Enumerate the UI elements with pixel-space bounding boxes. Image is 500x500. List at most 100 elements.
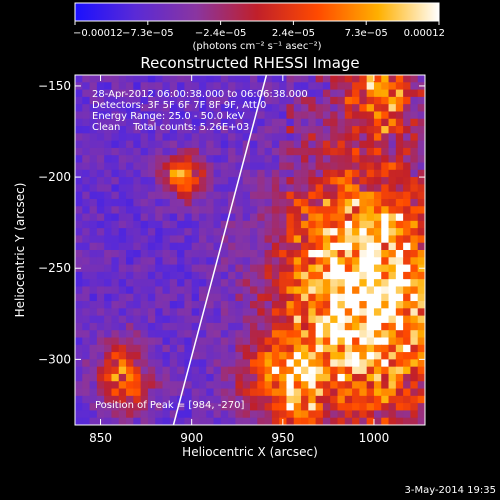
heatmap-cell bbox=[104, 162, 112, 171]
heatmap-cell bbox=[359, 184, 368, 193]
heatmap-cell bbox=[82, 301, 91, 309]
heatmap-cell bbox=[322, 162, 331, 171]
heatmap-cell bbox=[373, 330, 382, 338]
heatmap-cell bbox=[198, 330, 207, 338]
heatmap-cell bbox=[293, 352, 302, 360]
heatmap-cell bbox=[155, 330, 163, 338]
heatmap-cell bbox=[235, 264, 244, 273]
heatmap-cell bbox=[220, 388, 229, 397]
heatmap-cell bbox=[228, 417, 236, 425]
heatmap-cell bbox=[395, 133, 404, 142]
heatmap-cell bbox=[381, 366, 390, 375]
heatmap-cell bbox=[140, 162, 149, 171]
heatmap-cell bbox=[271, 264, 280, 273]
heatmap-cell bbox=[169, 96, 178, 105]
heatmap-cell bbox=[257, 315, 266, 324]
heatmap-cell bbox=[140, 417, 149, 425]
heatmap-cell bbox=[279, 264, 287, 273]
heatmap-cell bbox=[118, 140, 127, 149]
heatmap-cell bbox=[177, 118, 185, 127]
heatmap-cell bbox=[198, 89, 207, 98]
heatmap-cell bbox=[388, 315, 397, 324]
heatmap-cell bbox=[410, 118, 419, 127]
heatmap-cell bbox=[213, 403, 222, 411]
heatmap-cell bbox=[133, 308, 142, 317]
heatmap-cell bbox=[315, 315, 324, 324]
heatmap-cell bbox=[359, 220, 368, 229]
heatmap-cell bbox=[417, 104, 425, 112]
heatmap-cell bbox=[162, 286, 171, 295]
heatmap-cell bbox=[162, 228, 171, 236]
heatmap-cell bbox=[242, 308, 251, 317]
heatmap-cell bbox=[198, 301, 207, 309]
heatmap-cell bbox=[330, 177, 338, 185]
heatmap-cell bbox=[344, 410, 353, 419]
heatmap-cell bbox=[206, 373, 215, 382]
heatmap-cell bbox=[228, 162, 236, 171]
heatmap-cell bbox=[220, 177, 229, 185]
heatmap-cell bbox=[322, 147, 331, 156]
heatmap-cell bbox=[213, 352, 222, 360]
heatmap-cell bbox=[184, 220, 193, 229]
heatmap-cell bbox=[213, 220, 222, 229]
heatmap-cell bbox=[104, 242, 112, 251]
heatmap-cell bbox=[344, 162, 353, 171]
heatmap-cell bbox=[89, 388, 98, 397]
heatmap-cell bbox=[417, 381, 425, 390]
heatmap-cell bbox=[373, 228, 382, 236]
heatmap-cell bbox=[147, 279, 156, 287]
heatmap-cell bbox=[133, 388, 142, 397]
heatmap-cell bbox=[381, 286, 390, 295]
heatmap-cell bbox=[111, 330, 120, 338]
heatmap-cell bbox=[395, 403, 404, 411]
heatmap-cell bbox=[257, 111, 266, 120]
heatmap-cell bbox=[140, 147, 149, 156]
heatmap-cell bbox=[242, 242, 251, 251]
heatmap-cell bbox=[198, 293, 207, 302]
heatmap-cell bbox=[213, 191, 222, 200]
heatmap-cell bbox=[191, 381, 200, 390]
heatmap-cell bbox=[257, 330, 266, 338]
heatmap-cell bbox=[322, 213, 331, 222]
heatmap-cell bbox=[344, 126, 353, 134]
heatmap-cell bbox=[140, 352, 149, 360]
heatmap-cell bbox=[366, 155, 375, 163]
heatmap-cell bbox=[417, 162, 425, 171]
heatmap-cell bbox=[198, 250, 207, 258]
heatmap-cell bbox=[126, 140, 134, 149]
heatmap-cell bbox=[417, 417, 425, 425]
heatmap-cell bbox=[82, 403, 91, 411]
heatmap-cell bbox=[147, 133, 156, 142]
heatmap-cell bbox=[104, 264, 112, 273]
heatmap-cell bbox=[96, 147, 105, 156]
heatmap-cell bbox=[220, 111, 229, 120]
heatmap-cell bbox=[126, 126, 134, 134]
heatmap-cell bbox=[373, 366, 382, 375]
heatmap-cell bbox=[228, 206, 236, 215]
heatmap-cell bbox=[177, 111, 185, 120]
heatmap-cell bbox=[264, 403, 273, 411]
heatmap-cell bbox=[293, 330, 302, 338]
heatmap-cell bbox=[257, 184, 266, 193]
heatmap-cell bbox=[220, 133, 229, 142]
heatmap-cell bbox=[271, 140, 280, 149]
heatmap-cell bbox=[337, 286, 346, 295]
heatmap-cell bbox=[75, 308, 83, 317]
heatmap-cell bbox=[118, 96, 127, 105]
heatmap-cell bbox=[155, 104, 163, 112]
heatmap-cell bbox=[373, 403, 382, 411]
heatmap-cell bbox=[388, 133, 397, 142]
heatmap-cell bbox=[293, 191, 302, 200]
heatmap-cell bbox=[220, 279, 229, 287]
heatmap-cell bbox=[293, 264, 302, 273]
heatmap-cell bbox=[169, 82, 178, 91]
heatmap-cell bbox=[293, 133, 302, 142]
heatmap-cell bbox=[388, 242, 397, 251]
heatmap-cell bbox=[257, 155, 266, 163]
heatmap-cell bbox=[250, 242, 258, 251]
heatmap-cell bbox=[373, 337, 382, 346]
heatmap-cell bbox=[308, 206, 317, 215]
heatmap-cell bbox=[75, 147, 83, 156]
heatmap-cell bbox=[352, 206, 360, 215]
heatmap-cell bbox=[104, 410, 112, 419]
